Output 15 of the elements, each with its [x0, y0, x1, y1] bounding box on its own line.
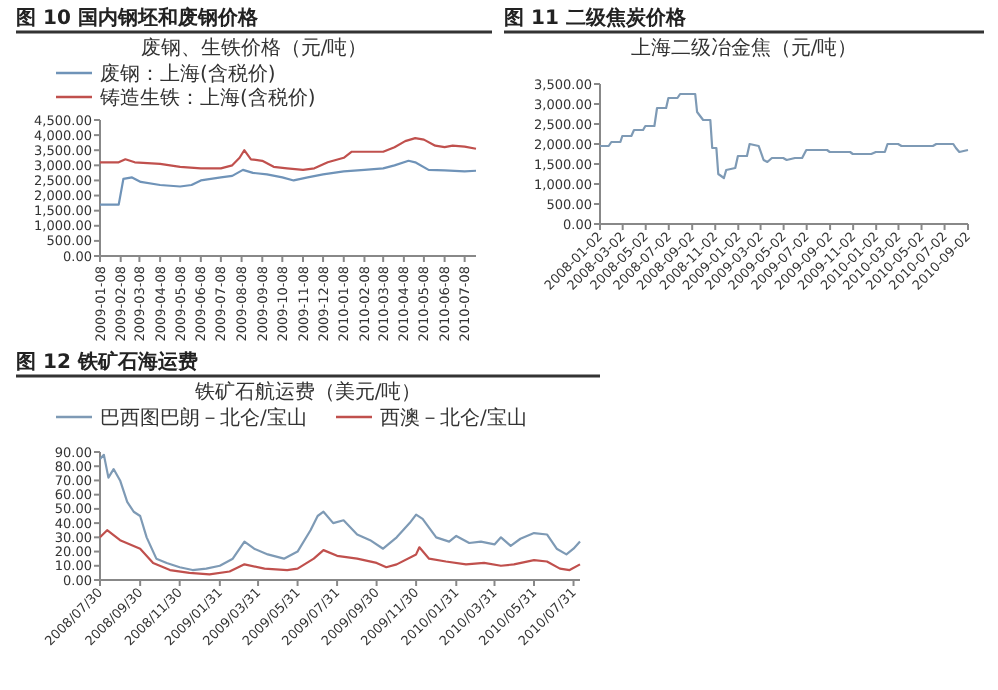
chart-subtitle: 废钢、生铁价格（元/吨） — [140, 36, 368, 60]
legend-label: 巴西图巴朗－北仑/宝山 — [100, 406, 307, 430]
chart-title: 图 11 二级焦炭价格 — [504, 6, 688, 30]
line-series — [98, 137, 478, 171]
line-series — [598, 92, 970, 180]
legend-label: 铸造生铁：上海(含税价) — [98, 86, 316, 110]
line-series — [98, 453, 582, 572]
chart-subtitle: 铁矿石航运费（美元/吨） — [192, 380, 422, 404]
legend-label: 废钢：上海(含税价) — [100, 62, 276, 86]
chart-title: 图 10 国内钢坯和废钢价格 — [16, 6, 260, 30]
chart-title: 图 12 铁矿石海运费 — [16, 350, 198, 374]
legend-label: 西澳－北仑/宝山 — [380, 406, 527, 430]
line-series — [98, 529, 582, 576]
line-series — [98, 159, 478, 206]
chart-subtitle: 上海二级冶金焦（元/吨） — [630, 36, 858, 60]
